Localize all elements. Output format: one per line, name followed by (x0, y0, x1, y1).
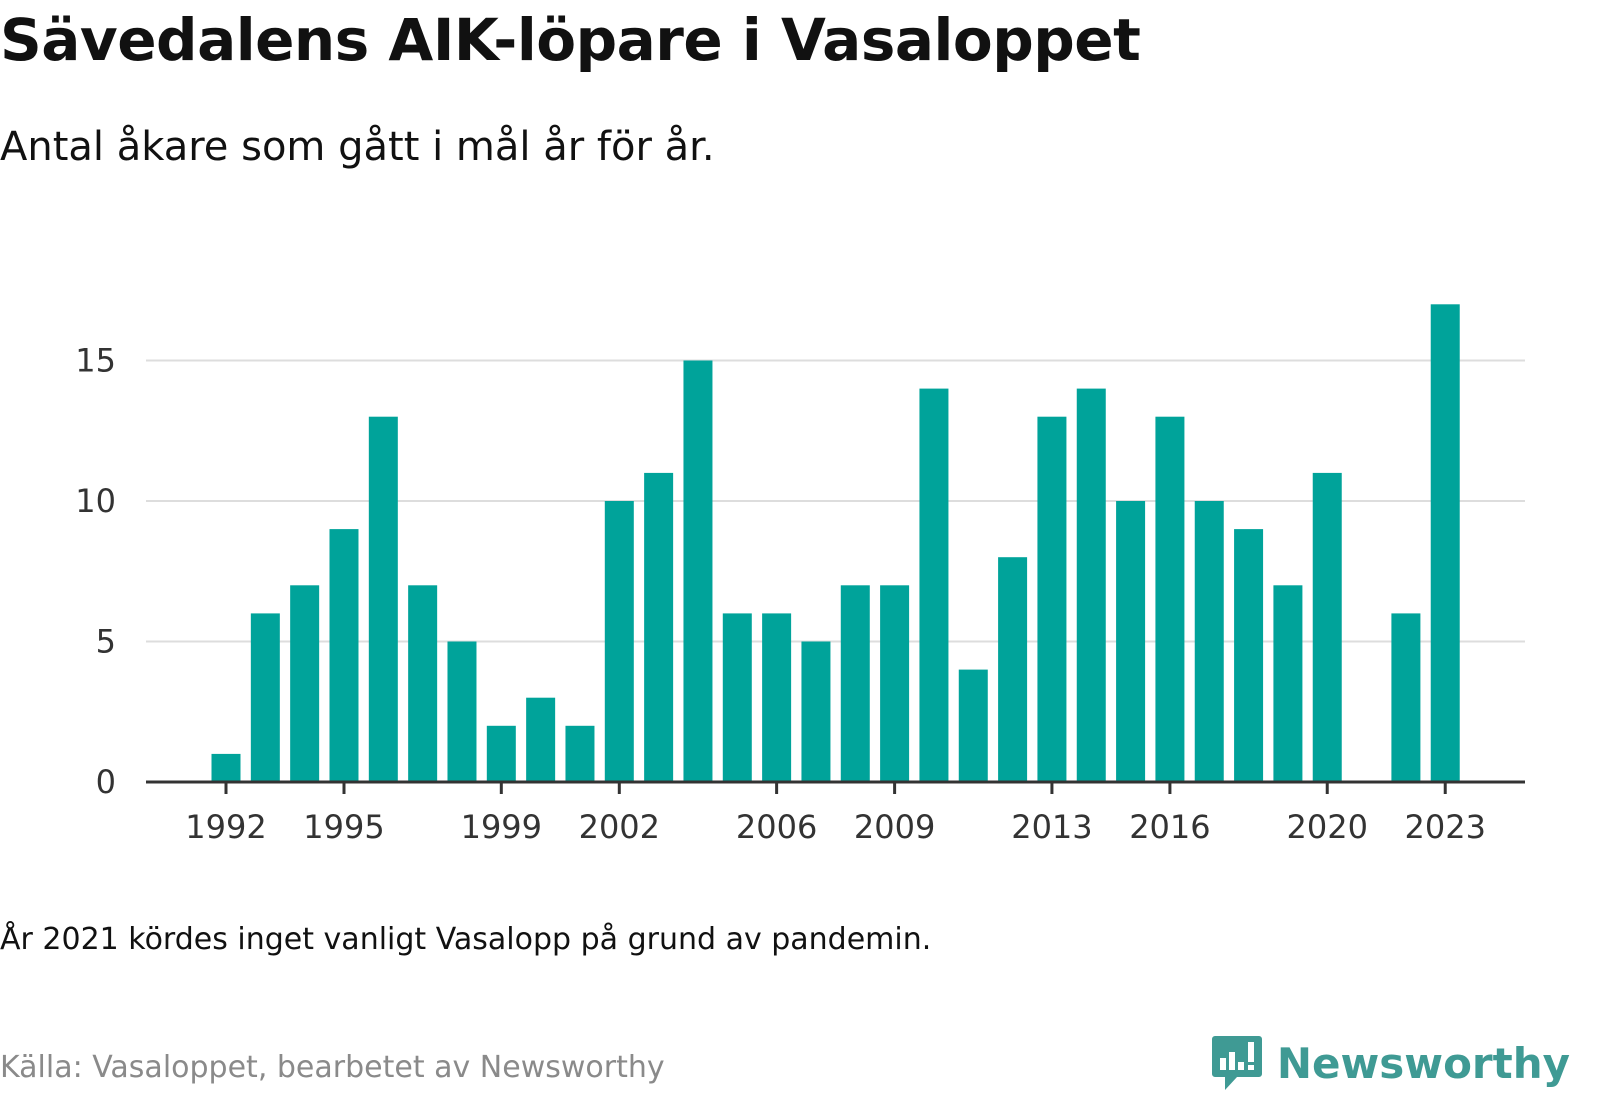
bar-2000 (526, 697, 556, 782)
bar-1997 (408, 585, 438, 782)
bar-2020 (1312, 472, 1342, 782)
x-tick-label: 1995 (303, 808, 384, 846)
source-credit: Källa: Vasaloppet, bearbetet av Newswort… (0, 1050, 665, 1085)
bar-2011 (958, 669, 988, 782)
bar-2006 (762, 613, 792, 782)
newsworthy-logo-icon (1211, 1036, 1262, 1090)
bar-2009 (880, 585, 910, 782)
bar-1994 (290, 585, 320, 782)
x-tick-label: 2020 (1287, 808, 1368, 846)
bar-2012 (998, 557, 1028, 782)
chart-subtitle: Antal åkare som gått i mål år för år. (0, 124, 715, 170)
bar-2008 (840, 585, 870, 782)
x-tick-label: 2016 (1129, 808, 1210, 846)
bar-1995 (329, 529, 359, 782)
bar-2015 (1116, 501, 1146, 782)
bar-2017 (1194, 501, 1224, 782)
bar-2003 (644, 472, 674, 782)
y-axis-ticks: 0 5 10 15 (75, 342, 116, 802)
x-tick-label: 2006 (736, 808, 817, 846)
chart-title: Sävedalens AIK-löpare i Vasaloppet (0, 6, 1141, 74)
newsworthy-brand: Newsworthy (1211, 1034, 1570, 1092)
x-tick-label: 2002 (579, 808, 660, 846)
x-tick-label: 2023 (1405, 808, 1486, 846)
y-tick-label: 15 (75, 342, 116, 380)
bar-2013 (1037, 416, 1067, 782)
bar-chart: 0 5 10 15 1992 1995 1999 2002 2006 2009 2013 2016 2… (75, 304, 1525, 846)
brand-name: Newsworthy (1276, 1038, 1570, 1088)
bar-2014 (1076, 388, 1106, 782)
bar-1992 (211, 753, 241, 782)
chart-note: År 2021 kördes inget vanligt Vasalopp på… (0, 922, 932, 957)
bar-1996 (368, 416, 398, 782)
bar-2010 (919, 388, 949, 782)
bar-1998 (447, 641, 477, 782)
x-tick-label: 2009 (854, 808, 935, 846)
bar-2002 (604, 501, 634, 782)
y-tick-label: 10 (75, 482, 116, 520)
bar-1993 (250, 613, 280, 782)
y-tick-label: 5 (96, 623, 116, 661)
x-tick-label: 1999 (461, 808, 542, 846)
bar-2016 (1155, 416, 1185, 782)
bar-2005 (722, 613, 752, 782)
bar-2001 (565, 725, 595, 782)
bar-2007 (801, 641, 831, 782)
bar-2018 (1234, 529, 1264, 782)
y-tick-label: 0 (96, 763, 116, 801)
bar-2004 (683, 360, 713, 782)
bar-2019 (1273, 585, 1303, 782)
bar-2023 (1430, 304, 1460, 782)
x-tick-label: 1992 (185, 808, 266, 846)
bar-2022 (1391, 613, 1421, 782)
x-tick-label: 2013 (1011, 808, 1092, 846)
bars (211, 304, 1460, 782)
bar-1999 (486, 725, 516, 782)
x-axis-ticks: 1992 1995 1999 2002 2006 2009 2013 2016 2020 2023 (185, 782, 1486, 846)
